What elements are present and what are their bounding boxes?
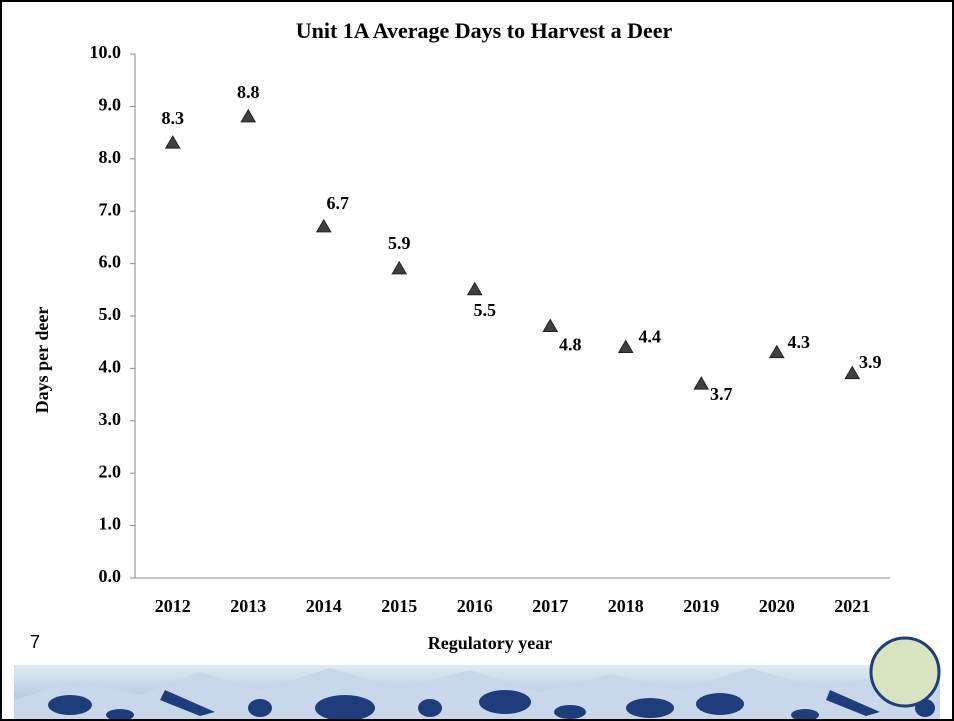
x-tick-label: 2021 (834, 596, 870, 616)
point-marker (315, 218, 332, 233)
point-marker (542, 318, 559, 332)
y-tick-label: 5.0 (99, 304, 122, 324)
point-marker (466, 281, 483, 296)
slide-number: 7 (30, 632, 40, 652)
x-tick-label: 2013 (230, 596, 266, 616)
y-tick-label: 10.0 (90, 42, 122, 62)
data-label: 5.9 (388, 233, 411, 253)
data-label: 8.8 (237, 82, 260, 102)
point-marker (768, 344, 785, 359)
data-label: 4.3 (788, 332, 811, 352)
x-tick-label: 2012 (155, 596, 191, 616)
data-label: 4.8 (559, 335, 582, 355)
y-axis-label: Days per deer (32, 307, 52, 414)
y-tick-label: 0.0 (99, 566, 122, 586)
point-marker (240, 108, 257, 123)
y-tick-label: 3.0 (99, 409, 122, 429)
point-marker (617, 339, 634, 353)
x-tick-label: 2014 (306, 596, 342, 616)
data-label: 6.7 (327, 193, 350, 213)
x-tick-label: 2019 (683, 596, 719, 616)
point-marker (844, 365, 861, 380)
data-label: 5.5 (474, 300, 497, 320)
y-tick-label: 4.0 (99, 357, 122, 377)
x-tick-label: 2016 (457, 596, 493, 616)
y-tick-label: 8.0 (99, 147, 122, 167)
chart-title: Unit 1A Average Days to Harvest a Deer (296, 18, 673, 43)
banner (14, 636, 941, 721)
y-tick-label: 6.0 (99, 252, 122, 272)
data-label: 8.3 (162, 108, 185, 128)
y-tick-label: 9.0 (99, 95, 122, 115)
point-marker (391, 260, 408, 275)
data-label: 4.4 (639, 327, 662, 347)
data-label: 3.9 (859, 352, 882, 372)
y-tick-label: 2.0 (99, 461, 122, 481)
y-tick-label: 1.0 (99, 514, 122, 534)
point-marker (164, 135, 181, 149)
x-tick-label: 2017 (532, 596, 568, 616)
x-tick-label: 2018 (608, 596, 644, 616)
x-axis-label: Regulatory year (428, 633, 552, 653)
y-tick-label: 7.0 (99, 199, 122, 219)
x-tick-label: 2015 (381, 596, 417, 616)
point-marker (693, 376, 710, 390)
data-label: 3.7 (710, 384, 733, 404)
x-tick-label: 2020 (759, 596, 795, 616)
